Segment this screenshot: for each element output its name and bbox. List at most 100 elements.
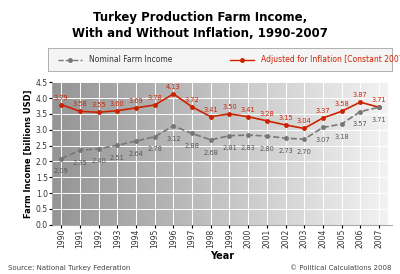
Bar [299,82,301,225]
Text: 3.78: 3.78 [147,95,162,101]
Bar [378,82,380,225]
Text: 2.78: 2.78 [147,146,162,152]
Text: 3.12: 3.12 [166,136,181,142]
Bar [77,82,79,225]
Bar [156,82,158,225]
Bar [170,82,171,225]
Bar [108,82,109,225]
Text: 2.83: 2.83 [241,145,256,151]
Bar [188,82,190,225]
Bar [316,82,318,225]
Text: 2.81: 2.81 [222,145,237,152]
Bar [214,82,215,225]
Bar [144,82,146,225]
Bar [331,82,333,225]
Bar [154,82,156,225]
Text: 4.13: 4.13 [166,84,181,90]
Bar [358,82,360,225]
Bar [370,82,372,225]
Bar [134,82,136,225]
Bar [284,82,286,225]
Bar [203,82,205,225]
Bar [286,82,287,225]
Bar [344,82,346,225]
Bar [79,82,80,225]
Bar [207,82,208,225]
Bar [296,82,298,225]
Bar [240,82,242,225]
Bar [62,82,64,225]
Bar [143,82,144,225]
Bar [136,82,138,225]
Bar [84,82,86,225]
Text: 3.41: 3.41 [204,107,218,113]
Bar [324,82,326,225]
Bar [257,82,259,225]
Bar [146,82,148,225]
Bar [220,82,222,225]
Bar [333,82,334,225]
Bar [234,82,235,225]
Bar [190,82,192,225]
Bar [129,82,131,225]
Bar [252,82,254,225]
Bar [340,82,341,225]
Y-axis label: Farm Income [billions USD]: Farm Income [billions USD] [24,89,33,218]
Bar [202,82,203,225]
Bar [313,82,314,225]
Bar [267,82,269,225]
Bar [96,82,97,225]
Bar [385,82,386,225]
Text: © Political Calculations 2008: © Political Calculations 2008 [290,265,392,271]
Bar [212,82,214,225]
Bar [151,82,153,225]
Bar [330,82,331,225]
Text: 3.60: 3.60 [110,101,125,107]
Bar [104,82,106,225]
Bar [235,82,237,225]
Bar [239,82,240,225]
Bar [249,82,250,225]
Bar [82,82,84,225]
Bar [109,82,111,225]
Bar [372,82,373,225]
Bar [171,82,173,225]
Bar [321,82,323,225]
Bar [338,82,340,225]
Bar [133,82,134,225]
Text: 3.71: 3.71 [372,97,386,103]
Bar [196,82,198,225]
Bar [323,82,324,225]
Bar [217,82,218,225]
Bar [350,82,351,225]
Bar [99,82,101,225]
Bar [225,82,227,225]
Bar [291,82,292,225]
Bar [334,82,336,225]
Bar [228,82,230,225]
Bar [106,82,108,225]
Bar [276,82,277,225]
Bar [121,82,123,225]
Bar [309,82,311,225]
Bar [124,82,126,225]
Bar [161,82,163,225]
Bar [232,82,234,225]
Bar [70,82,72,225]
Bar [148,82,150,225]
Bar [269,82,270,225]
Bar [193,82,195,225]
Text: Nominal Farm Income: Nominal Farm Income [89,55,173,64]
Text: 3.04: 3.04 [297,118,312,124]
Text: 2.68: 2.68 [203,150,218,156]
Bar [123,82,124,225]
Bar [55,82,57,225]
Text: 2.09: 2.09 [54,168,69,174]
Bar [64,82,66,225]
Bar [67,82,69,225]
Bar [242,82,244,225]
Text: With and Without Inflation, 1990-2007: With and Without Inflation, 1990-2007 [72,27,328,40]
Text: Adjusted for Inflation [Constant 2007 USD]: Adjusted for Inflation [Constant 2007 US… [261,55,400,64]
Bar [57,82,59,225]
Bar [168,82,170,225]
